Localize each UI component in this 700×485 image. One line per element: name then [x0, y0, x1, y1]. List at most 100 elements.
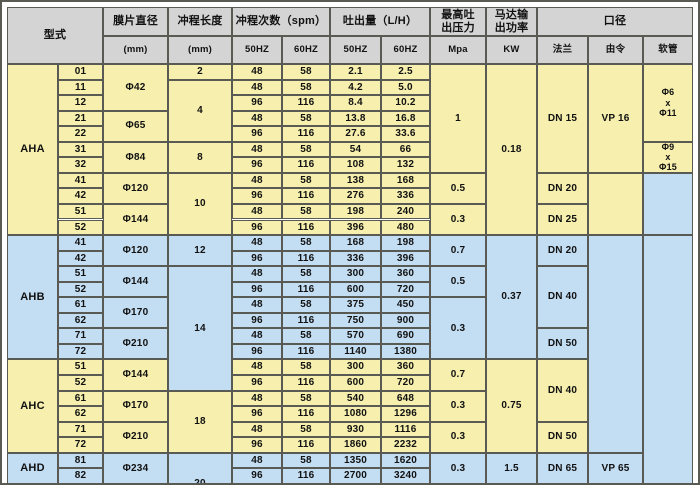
model-code-cell: 42: [58, 188, 103, 204]
spm-60hz-cell: 58: [282, 266, 330, 282]
header-bore-flange: 法兰: [537, 36, 588, 64]
model-code-cell: 62: [58, 312, 103, 329]
spm-50hz-cell: 96: [232, 343, 282, 360]
motor-power-cell: 1.5: [486, 452, 537, 484]
bore-flange-cell: DN 15: [537, 64, 588, 173]
bore-union-cell-empty: [588, 172, 643, 236]
group-name-ahd: AHD: [7, 452, 58, 484]
max-pressure-cell: 0.3: [430, 421, 486, 453]
stroke-length-cell: 12: [168, 235, 232, 267]
discharge-60hz-cell: 2232: [381, 437, 430, 453]
discharge-60hz-cell: 690: [381, 328, 430, 344]
bore-flange-cell: DN 50: [537, 328, 588, 360]
discharge-50hz-cell: 750: [330, 312, 381, 329]
max-pressure-cell: 0.5: [430, 172, 486, 204]
discharge-50hz-cell: 1080: [330, 406, 381, 422]
bore-flange-cell: DN 40: [537, 359, 588, 422]
discharge-50hz-cell: 198: [330, 203, 381, 220]
model-code-cell: 41: [58, 172, 103, 189]
spm-50hz-cell: 96: [232, 437, 282, 453]
header-lh-60hz: 60HZ: [381, 36, 430, 64]
discharge-60hz-cell: 132: [381, 157, 430, 173]
spm-50hz-cell: 96: [232, 468, 282, 484]
spm-60hz-cell: 58: [282, 141, 330, 158]
model-code-cell: 51: [58, 266, 103, 282]
spm-60hz-cell: 58: [282, 172, 330, 189]
max-pressure-cell: 0.7: [430, 359, 486, 391]
spm-50hz-cell: 48: [232, 328, 282, 344]
motor-power-cell: 0.75: [486, 359, 537, 453]
header-bore: 口径: [537, 7, 693, 36]
max-pressure-cell: 0.3: [430, 203, 486, 236]
diaphragm-diameter-cell: Φ234: [103, 452, 168, 484]
model-code-cell: 12: [58, 95, 103, 111]
stroke-length-cell: 20: [168, 452, 232, 485]
spm-50hz-cell: 48: [232, 141, 282, 158]
spm-60hz-cell: 58: [282, 110, 330, 127]
diaphragm-diameter-cell: Φ170: [103, 390, 168, 422]
spm-50hz-cell: 96: [232, 281, 282, 298]
group-name-ahc: AHC: [7, 359, 58, 453]
model-code-cell: 42: [58, 250, 103, 267]
spm-60hz-cell: 116: [282, 468, 330, 484]
discharge-50hz-cell: 2.1: [330, 64, 381, 80]
spm-60hz-cell: 116: [282, 157, 330, 173]
model-code-cell: 32: [58, 157, 103, 173]
discharge-50hz-cell: 27.6: [330, 126, 381, 142]
discharge-60hz-cell: 720: [381, 281, 430, 298]
discharge-50hz-cell: 930: [330, 421, 381, 438]
stroke-length-cell: 2: [168, 64, 232, 80]
model-code-cell: 01: [58, 64, 103, 80]
model-code-cell: 52: [58, 219, 103, 236]
spm-60hz-cell: 116: [282, 281, 330, 298]
spm-60hz-cell: 116: [282, 312, 330, 329]
discharge-60hz-cell: 450: [381, 297, 430, 313]
bore-flange-cell: DN 20: [537, 172, 588, 204]
bore-flange-cell: DN 65: [537, 452, 588, 484]
discharge-60hz-cell: 33.6: [381, 126, 430, 142]
discharge-50hz-cell: 168: [330, 235, 381, 251]
max-pressure-cell: 1: [430, 64, 486, 173]
bore-hose-cell: Φ6 x Φ11: [643, 64, 693, 142]
discharge-60hz-cell: 900: [381, 312, 430, 329]
discharge-50hz-cell: 2700: [330, 468, 381, 484]
discharge-50hz-cell: 300: [330, 266, 381, 282]
spm-50hz-cell: 96: [232, 250, 282, 267]
discharge-60hz-cell: 1116: [381, 421, 430, 438]
model-code-cell: 22: [58, 126, 103, 142]
model-code-cell: 52: [58, 375, 103, 391]
spm-50hz-cell: 48: [232, 110, 282, 127]
bore-flange-cell: DN 40: [537, 266, 588, 329]
model-code-cell: 82: [58, 468, 103, 484]
discharge-50hz-cell: 540: [330, 390, 381, 407]
spm-60hz-cell: 116: [282, 219, 330, 236]
discharge-50hz-cell: 600: [330, 375, 381, 391]
model-code-cell: 81: [58, 452, 103, 469]
discharge-50hz-cell: 570: [330, 328, 381, 344]
discharge-50hz-cell: 108: [330, 157, 381, 173]
spm-50hz-cell: 96: [232, 126, 282, 142]
header-stroke-unit: (mm): [168, 36, 232, 64]
model-code-cell: 71: [58, 328, 103, 344]
discharge-60hz-cell: 360: [381, 266, 430, 282]
spm-50hz-cell: 48: [232, 390, 282, 407]
max-pressure-cell: 0.3: [430, 297, 486, 360]
discharge-60hz-cell: 1296: [381, 406, 430, 422]
discharge-50hz-cell: 4.2: [330, 79, 381, 96]
spm-50hz-cell: 48: [232, 359, 282, 375]
model-code-cell: 61: [58, 297, 103, 313]
discharge-60hz-cell: 648: [381, 390, 430, 407]
diaphragm-diameter-cell: Φ84: [103, 141, 168, 173]
header-stroke-count: 冲程次数（spm）: [232, 7, 330, 36]
header-stroke-length: 冲程长度: [168, 7, 232, 36]
spm-50hz-cell: 48: [232, 203, 282, 220]
discharge-60hz-cell: 66: [381, 141, 430, 158]
bore-union-cell: VP 16: [588, 64, 643, 173]
stroke-length-cell: 4: [168, 79, 232, 142]
spm-60hz-cell: 116: [282, 126, 330, 142]
discharge-60hz-cell: 480: [381, 219, 430, 236]
stroke-length-cell: 8: [168, 141, 232, 173]
diaphragm-diameter-cell: Φ42: [103, 64, 168, 111]
spm-50hz-cell: 96: [232, 375, 282, 391]
